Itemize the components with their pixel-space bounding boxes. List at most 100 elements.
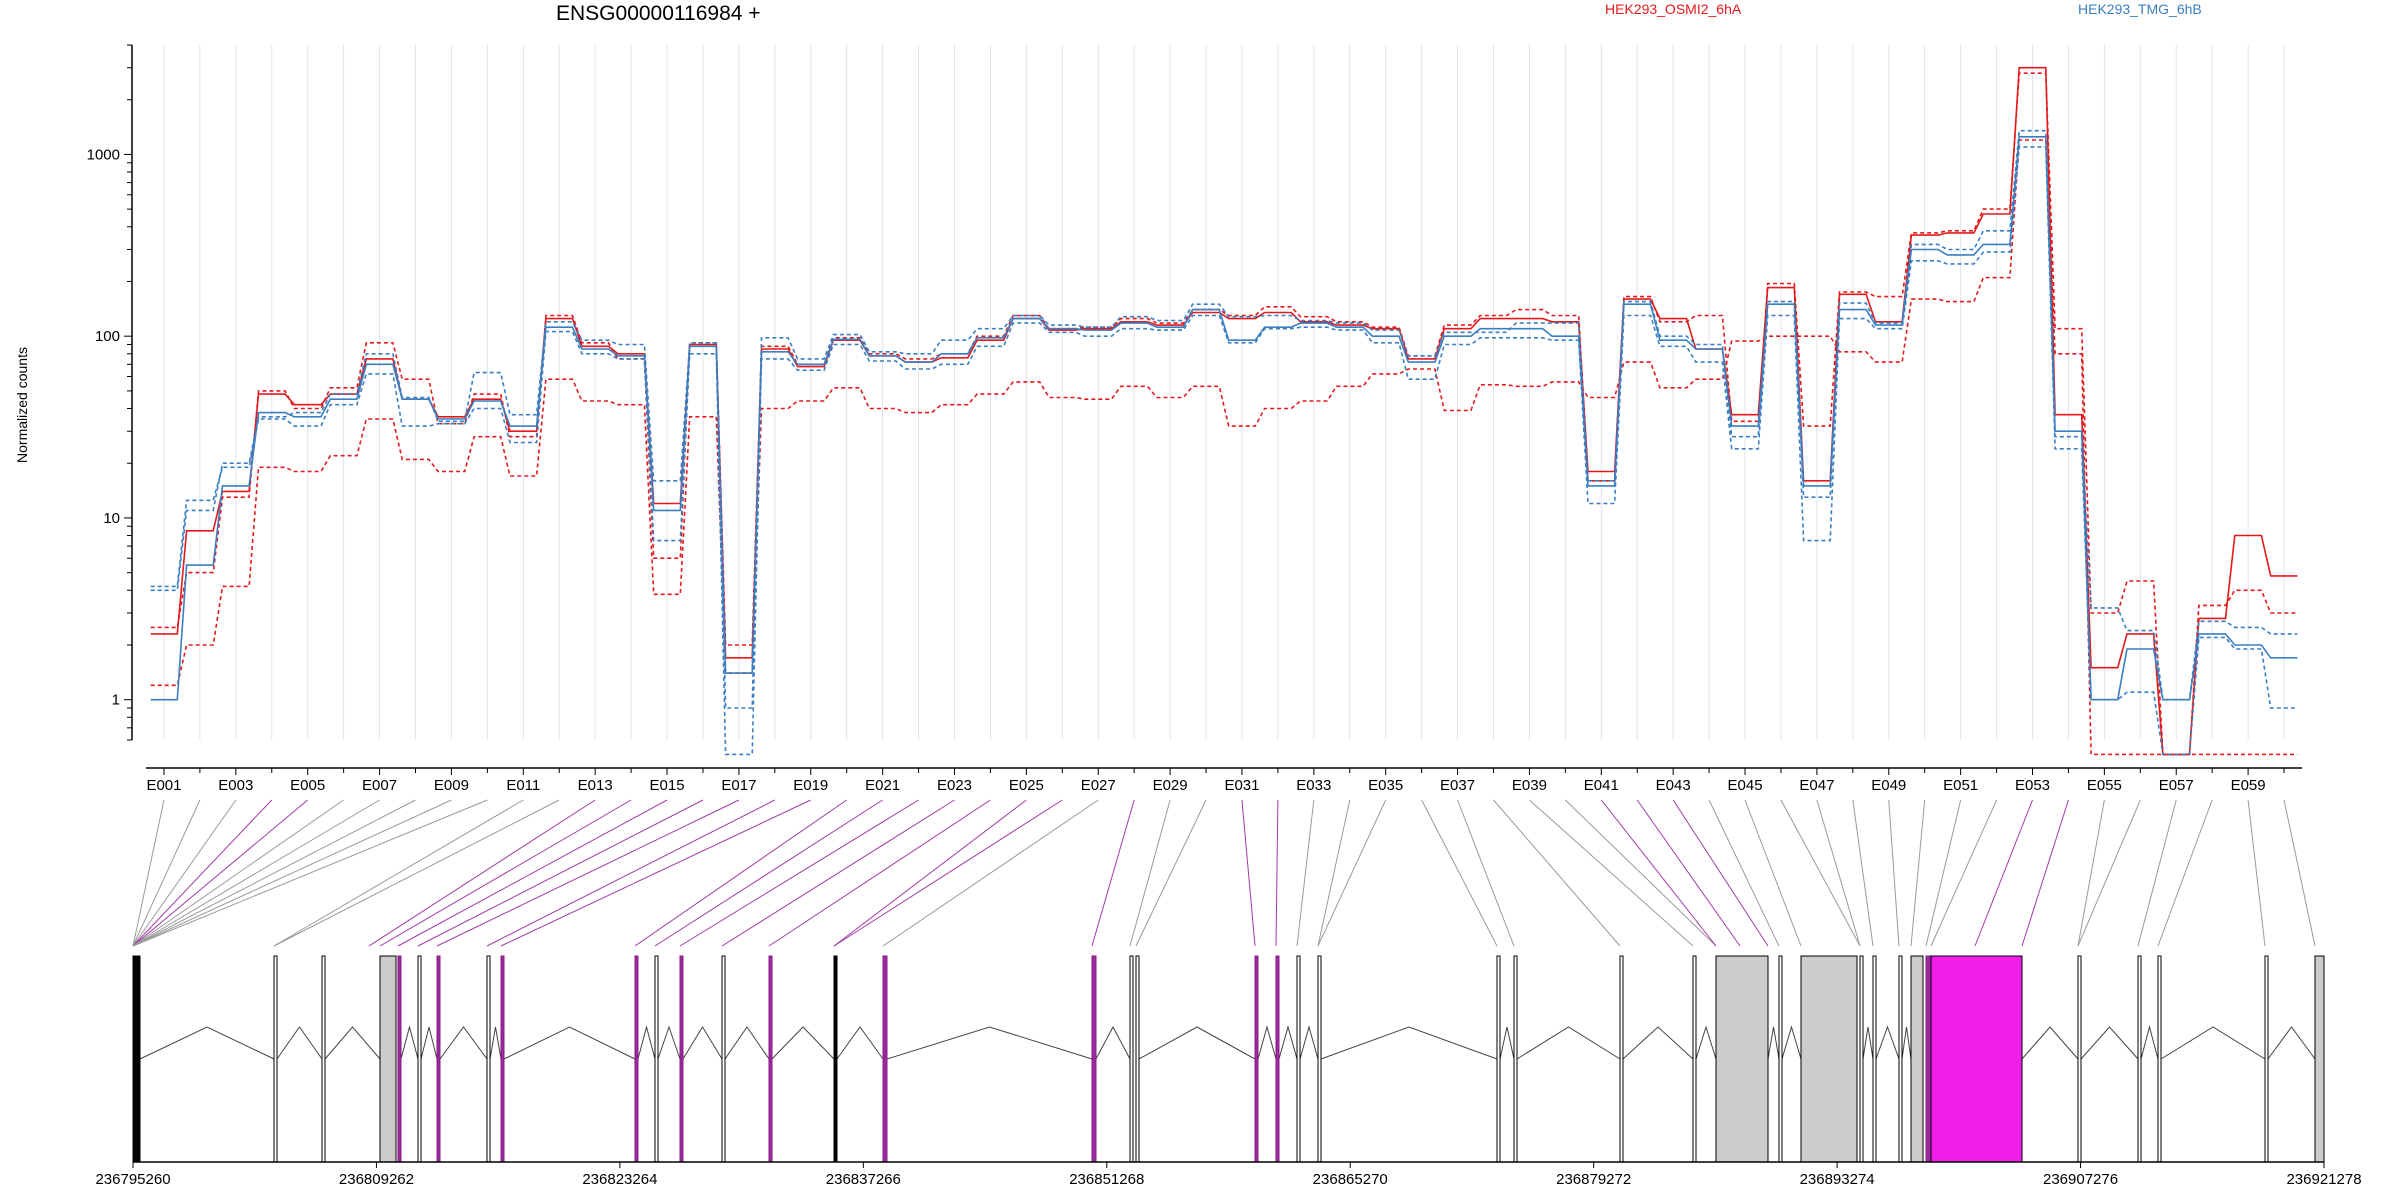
exon-box	[321, 955, 326, 1163]
intron	[439, 1026, 488, 1060]
exon-connector	[397, 799, 668, 947]
x-tick-label: E011	[506, 777, 540, 794]
exon-connector	[132, 799, 488, 947]
exon-box	[768, 955, 773, 1163]
intron	[139, 1026, 275, 1060]
exon-box	[397, 955, 402, 1163]
genome-tick-label: 236879272	[1556, 1171, 1631, 1188]
series-line-0	[150, 66, 2298, 756]
exon-connector	[1974, 799, 2033, 947]
exon-connector	[1930, 799, 1998, 947]
genome-tick-label: 236907276	[2043, 1171, 2118, 1188]
genome-tick-label: 236823264	[582, 1171, 657, 1188]
genome-tick-label: 236851268	[1069, 1171, 1144, 1188]
exon-connector	[1241, 799, 1256, 947]
exon-connector	[1129, 799, 1171, 947]
y-tick-label: 10	[103, 510, 120, 527]
genome-tick-label: 236893274	[1800, 1171, 1875, 1188]
exon-box	[1859, 955, 1864, 1163]
exon-box	[1496, 955, 1501, 1163]
intron	[1320, 1026, 1498, 1060]
intron	[886, 1026, 1093, 1060]
x-tick-label: E009	[434, 777, 469, 794]
x-tick-label: E019	[793, 777, 828, 794]
exon-box	[1800, 955, 1858, 1163]
intron	[2267, 1026, 2316, 1060]
exon-box	[2314, 955, 2325, 1163]
exon-connector	[1852, 799, 1874, 947]
x-tick-label: E041	[1584, 777, 1619, 794]
y-tick-label: 100	[95, 328, 120, 345]
x-tick-label: E049	[1871, 777, 1906, 794]
exon-connector	[486, 799, 776, 947]
exon-connector	[436, 799, 740, 947]
exon-connector	[1135, 799, 1207, 947]
exon-connector	[132, 799, 380, 947]
intron	[2140, 1025, 2159, 1060]
exon-connector	[2283, 799, 2316, 947]
exon-box	[634, 955, 639, 1163]
x-tick-label: E045	[1728, 777, 1763, 794]
intron	[2160, 1026, 2266, 1060]
exon-connector	[2157, 799, 2213, 947]
exon-connector	[1708, 799, 1780, 947]
exon-connector	[2247, 799, 2266, 947]
exon-box	[486, 955, 491, 1163]
x-tick-label: E003	[218, 777, 253, 794]
exon-connector	[721, 799, 955, 947]
intron	[1138, 1026, 1256, 1060]
intron	[637, 1025, 656, 1060]
exon-connector	[2077, 799, 2141, 947]
x-tick-label: E023	[937, 777, 972, 794]
exon-connector	[2137, 799, 2177, 947]
intron	[1257, 1025, 1277, 1060]
intron	[1499, 1026, 1515, 1060]
exon-connector	[768, 799, 991, 947]
exon-box	[273, 955, 278, 1163]
exon-connector	[1275, 799, 1279, 947]
x-tick-label: E043	[1656, 777, 1691, 794]
genome-tick-label: 236921278	[2286, 1171, 2361, 1188]
intron	[276, 1026, 323, 1060]
intron	[2021, 1026, 2079, 1060]
exon-connector	[132, 799, 416, 947]
exon-connector	[132, 799, 273, 947]
exon-connector	[132, 799, 165, 947]
genome-tick-label: 236837266	[826, 1171, 901, 1188]
x-tick-label: E055	[2087, 777, 2122, 794]
exon-box	[833, 955, 838, 1163]
series-line-1	[150, 72, 2298, 756]
exon-connector	[132, 799, 452, 947]
x-tick-label: E005	[290, 777, 325, 794]
exon-box	[417, 955, 422, 1163]
intron	[1862, 1026, 1874, 1060]
exon-connector	[634, 799, 847, 947]
intron	[489, 1026, 502, 1060]
x-tick-label: E035	[1368, 777, 1403, 794]
intron	[1695, 1025, 1717, 1060]
exon-connector	[1565, 799, 1717, 947]
exon-box	[2077, 955, 2082, 1163]
legend-entry-tmg: HEK293_TMG_6hB	[2078, 1, 2202, 17]
genome-tick-label: 236795260	[95, 1171, 170, 1188]
exon-connector	[1888, 799, 1900, 947]
exon-connector	[1636, 799, 1741, 947]
intron	[682, 1026, 723, 1060]
legend-entry-osmi2: HEK293_OSMI2_6hA	[1605, 1, 1742, 17]
exon-connector	[368, 799, 596, 947]
exon-connector	[132, 799, 201, 947]
exon-connector	[1780, 799, 1861, 947]
intron	[1516, 1026, 1621, 1060]
x-tick-label: E029	[1153, 777, 1188, 794]
exon-box	[2137, 955, 2142, 1163]
x-tick-label: E059	[2231, 777, 2266, 794]
exon-connector	[1317, 799, 1351, 947]
exon-connector	[1296, 799, 1315, 947]
x-tick-label: E025	[1009, 777, 1044, 794]
exon-connector	[1672, 799, 1769, 947]
exon-box	[1910, 955, 1924, 1163]
series-line-3	[150, 136, 2298, 701]
series-line-4	[150, 146, 2298, 756]
exon-box	[1619, 955, 1624, 1163]
